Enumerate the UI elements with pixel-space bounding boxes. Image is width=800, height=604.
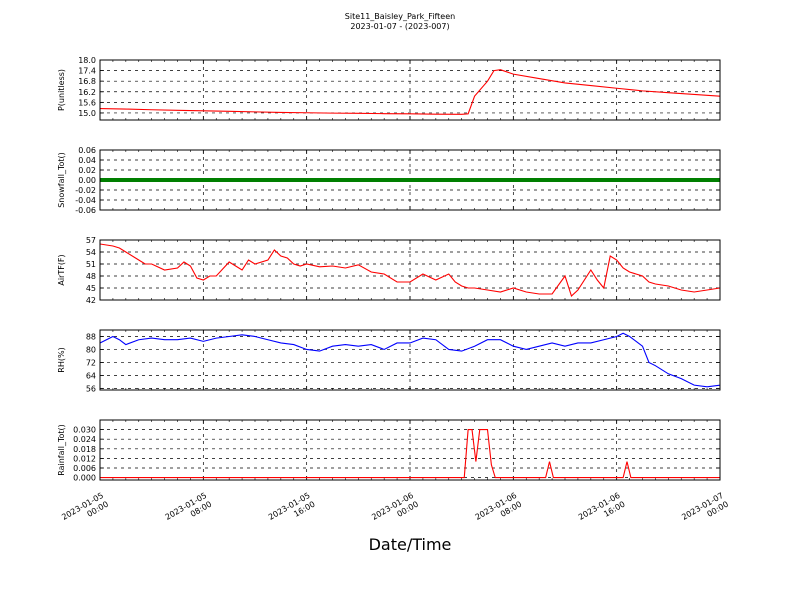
- y-tick-label: -0.02: [75, 186, 96, 195]
- y-tick-label: -0.04: [75, 196, 96, 205]
- y-axis-label: P(unitless): [57, 69, 66, 111]
- y-tick-label: 51: [86, 260, 96, 269]
- y-tick-label: -0.06: [75, 206, 96, 215]
- panel-pressure: 15.0 15.616.2 16.817.4 18.0 P(unitless): [57, 56, 721, 121]
- x-axis-label: Date/Time: [369, 535, 452, 554]
- y-tick-label: 17.4: [78, 67, 96, 76]
- panel-relative_humidity: 56 64 72 80 88 RH(%): [57, 329, 721, 393]
- panel-snowfall: -0.06-0.04-0.020.000.020.040.06 Snowfall_…: [57, 146, 721, 215]
- panel-air_temperature: 42 45 48 51 54 57 AirTF(F): [57, 236, 721, 305]
- series-line-air_temperature: [100, 243, 720, 297]
- y-tick-label: 45: [86, 284, 96, 293]
- axes-frame: [99, 419, 721, 481]
- y-tick-label: 0.024: [73, 435, 96, 444]
- y-tick-label: 0.06: [78, 146, 96, 155]
- y-axis-label: RH(%): [57, 347, 66, 372]
- y-tick-label: 54: [86, 248, 96, 257]
- y-tick-label: 0.000: [73, 474, 96, 483]
- y-tick-label: 16.2: [78, 88, 96, 97]
- y-tick-label: 56: [86, 384, 96, 393]
- chart-title: Site11_Baisley_Park_Fifteen: [345, 12, 455, 21]
- y-tick-label: 57: [86, 236, 96, 245]
- y-tick-label: 0.018: [73, 445, 96, 454]
- axes-frame: [99, 59, 721, 121]
- y-tick-label: 16.8: [78, 77, 96, 86]
- chart-subtitle: 2023-01-07 - (2023-007): [350, 22, 449, 31]
- y-tick-label: 0.02: [78, 166, 96, 175]
- y-tick-label: 48: [86, 272, 96, 281]
- y-tick-label: 88: [86, 332, 96, 341]
- y-tick-label: 0.006: [73, 464, 96, 473]
- y-tick-label: 0.00: [78, 176, 96, 185]
- y-tick-label: 72: [86, 358, 96, 367]
- y-tick-label: 42: [86, 296, 96, 305]
- y-tick-label: 18.0: [78, 56, 96, 65]
- y-tick-label: 64: [86, 371, 96, 380]
- y-axis-label: Rainfall_Tot(): [57, 424, 66, 476]
- panels: 15.0 15.616.2 16.817.4 18.0 P(unitless) -0.06…: [57, 56, 721, 483]
- series-line-relative_humidity: [100, 332, 720, 388]
- y-tick-label: 0.04: [78, 156, 96, 165]
- y-tick-label: 0.012: [73, 454, 96, 463]
- axes-frame: [99, 329, 721, 391]
- y-tick-label: 15.6: [78, 98, 96, 107]
- axes-frame: [99, 239, 721, 301]
- y-tick-label: 0.030: [73, 426, 96, 435]
- series-line-pressure: [100, 69, 720, 115]
- y-tick-label: 15.0: [78, 109, 96, 118]
- y-axis-label: Snowfall_Tot(): [57, 152, 66, 208]
- y-tick-label: 80: [86, 345, 96, 354]
- y-axis-label: AirTF(F): [57, 254, 66, 285]
- axes-frame: [99, 149, 721, 211]
- series-line-rainfall: [100, 429, 720, 479]
